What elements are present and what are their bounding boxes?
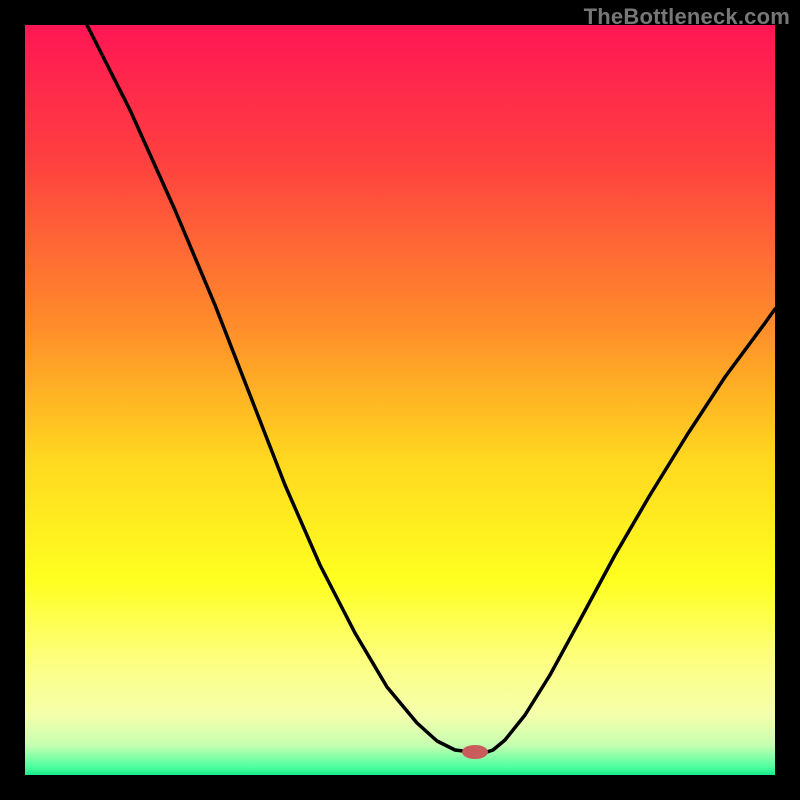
plot-area [25,25,775,775]
bottleneck-chart [0,0,800,800]
chart-stage: TheBottleneck.com [0,0,800,800]
optimal-point-marker [462,745,488,759]
watermark-text: TheBottleneck.com [584,4,790,30]
